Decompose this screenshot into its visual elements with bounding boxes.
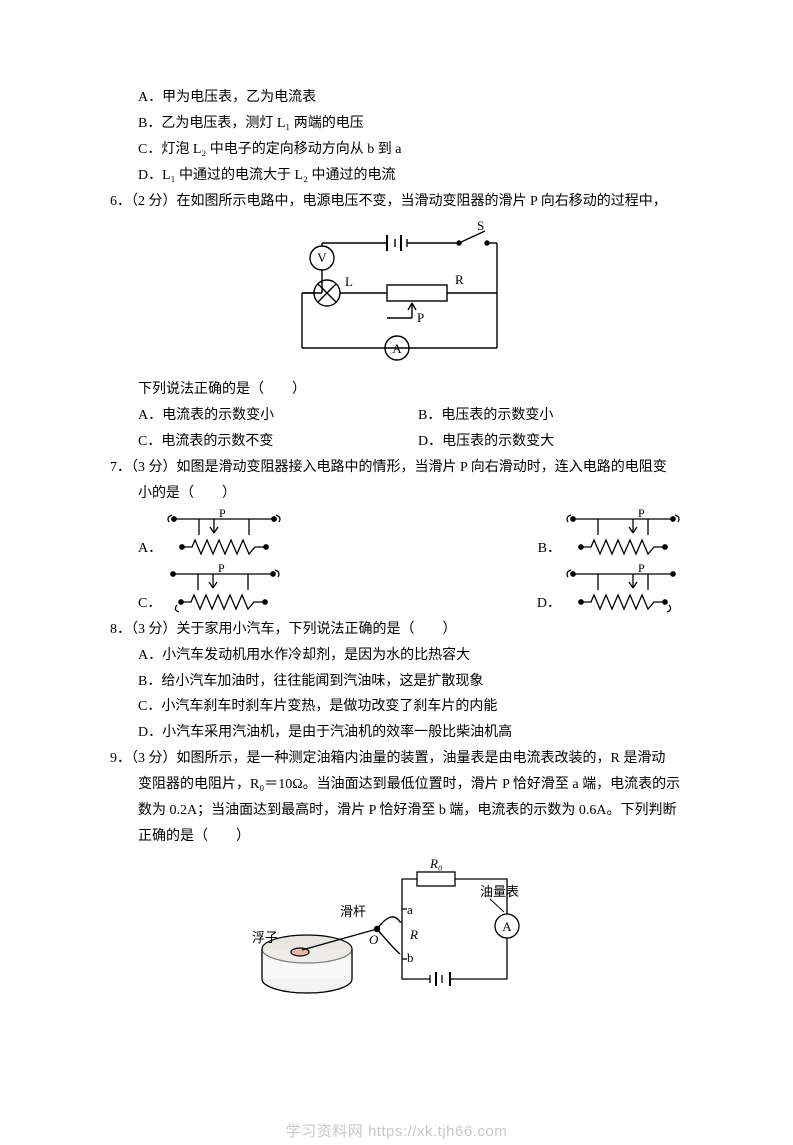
- exam-page: A．甲为电压表，乙为电流表 B．乙为电压表，测灯 L₁ 两端的电压 C．灯泡 L…: [0, 0, 793, 1058]
- q9-circuit-svg: 浮子 滑杆 O R a b R₀ A 油量表: [252, 854, 542, 1004]
- q6-tail: 下列说法正确的是（ ）: [110, 377, 683, 403]
- q9-label-gauge: 油量表: [480, 884, 519, 899]
- q9-figure: 浮子 滑杆 O R a b R₀ A 油量表: [110, 854, 683, 1014]
- q7d-p-label: P: [638, 562, 645, 575]
- q7-stem2: 小的是（ ）: [110, 481, 683, 507]
- q6-row1: A．电流表的示数变小 B．电压表的示数变小: [110, 403, 683, 429]
- q9-label-a-end: a: [407, 902, 413, 917]
- q7-svg-c: P: [163, 562, 283, 617]
- q9-stem1: 9．（3 分）如图所示，是一种测定油箱内油量的装置，油量表是由电流表改装的，R …: [110, 746, 683, 772]
- q7-svg-b: P: [563, 507, 683, 562]
- q7-cell-a: A． P: [138, 507, 284, 562]
- q8-option-b: B．给小汽车加油时，往往能闻到汽油味，这是扩散现象: [110, 669, 683, 695]
- q7-cell-d: D． P: [537, 562, 683, 617]
- q6-circuit-svg: V S L R P A: [267, 218, 527, 363]
- q9-label-o: O: [369, 932, 379, 947]
- q6-option-c: C．电流表的示数不变: [138, 429, 418, 455]
- q7-svg-d: P: [563, 562, 683, 617]
- q8-option-c: C．小汽车刹车时刹车片变热，是做功改变了刹车片的内能: [110, 694, 683, 720]
- q6-option-d: D．电压表的示数变大: [418, 429, 554, 455]
- q6-label-s: S: [477, 218, 484, 233]
- q9-label-r: R: [409, 927, 418, 942]
- q8-stem: 8．（3 分）关于家用小汽车，下列说法正确的是（ ）: [110, 617, 683, 643]
- q9-label-b-end: b: [407, 950, 414, 965]
- q6-label-r: R: [455, 272, 464, 287]
- q6-label-v: V: [317, 250, 327, 265]
- q9-stem3: 数为 0.2A；当油面达到最高时，滑片 P 恰好滑至 b 端，电流表的示数为 0…: [110, 798, 683, 824]
- q5-option-c: C．灯泡 L₂ 中电子的定向移动方向从 b 到 a: [110, 137, 683, 163]
- q7-label-d: D．: [537, 591, 561, 617]
- q9-label-rod: 滑杆: [340, 904, 366, 919]
- q6-option-b: B．电压表的示数变小: [418, 403, 553, 429]
- q6-label-l: L: [345, 274, 353, 289]
- q6-label-p: P: [417, 310, 424, 325]
- q7-row1: A． P B．: [110, 507, 683, 562]
- q9-label-r0: R₀: [429, 856, 442, 871]
- q7-stem: 7．（3 分）如图是滑动变阻器接入电路中的情形，当滑片 P 向右滑动时，连入电路…: [110, 455, 683, 481]
- q7-svg-a: P: [164, 507, 284, 562]
- q7-row2: C． P D．: [110, 562, 683, 617]
- q7-cell-b: B． P: [538, 507, 683, 562]
- q5-option-b: B．乙为电压表，测灯 L₁ 两端的电压: [110, 111, 683, 137]
- q7-cell-c: C． P: [138, 562, 283, 617]
- q6-row2: C．电流表的示数不变 D．电压表的示数变大: [110, 429, 683, 455]
- q7c-p-label: P: [218, 562, 225, 575]
- q5-option-d: D．L₁ 中通过的电流大于 L₂ 中通过的电流: [110, 163, 683, 189]
- q8-option-d: D．小汽车采用汽油机，是由于汽油机的效率一般比柴油机高: [110, 720, 683, 746]
- q7a-p-label: P: [219, 507, 226, 520]
- q7-label-c: C．: [138, 591, 161, 617]
- q8-option-a: A．小汽车发动机用水作冷却剂，是因为水的比热容大: [110, 643, 683, 669]
- q6-label-a: A: [392, 341, 402, 356]
- q5-option-a: A．甲为电压表，乙为电流表: [110, 85, 683, 111]
- q9-stem4: 正确的是（ ）: [110, 824, 683, 850]
- q7-label-b: B．: [538, 536, 561, 562]
- q9-label-float: 浮子: [252, 930, 278, 945]
- q6-figure: V S L R P A: [110, 218, 683, 373]
- q6-stem: 6．（2 分）在如图所示电路中，电源电压不变，当滑动变阻器的滑片 P 向右移动的…: [110, 189, 683, 215]
- q9-label-a: A: [502, 919, 512, 934]
- q7b-p-label: P: [638, 507, 645, 520]
- q6-option-a: A．电流表的示数变小: [138, 403, 418, 429]
- q9-stem2: 变阻器的电阻片，R₀＝10Ω。当油面达到最低位置时，滑片 P 恰好滑至 a 端，…: [110, 772, 683, 798]
- q7-label-a: A．: [138, 536, 162, 562]
